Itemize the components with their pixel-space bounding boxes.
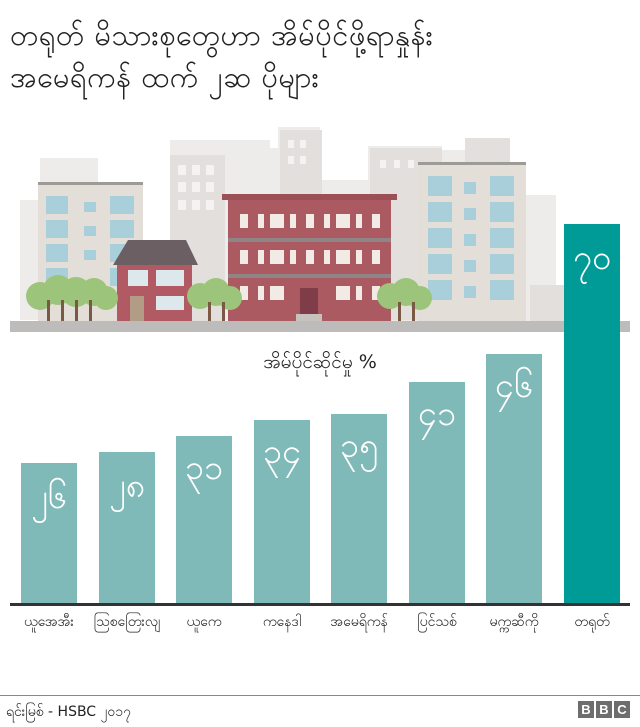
bar-value: ၃၅ xyxy=(339,426,379,466)
bar-china: ၇၀ xyxy=(564,224,620,603)
bar-value: ၃၁ xyxy=(184,448,224,488)
bbc-logo: B B C xyxy=(578,701,630,718)
footer-divider xyxy=(0,695,640,696)
source-note: ရင်းမြစ် - HSBC ၂၀၁၇ xyxy=(6,704,132,720)
bar-uk: ၃၁ xyxy=(176,436,232,603)
city-skyline-illustration xyxy=(10,127,630,332)
x-label-canada: ကနေဒါ xyxy=(262,614,302,630)
x-label-france: ပြင်သစ် xyxy=(417,614,457,630)
bbc-logo-letter: B xyxy=(578,701,594,718)
x-label-china: တရုတ် xyxy=(574,614,610,630)
chart-title: တရုတ် မိသားစုတွေဟာ အိမ်ပိုင်ဖို့ရာနှုန်း… xyxy=(10,14,630,98)
bar-canada: ၃၄ xyxy=(254,420,310,603)
title-line-2: အမေရိကန် ထက် ၂ဆ ပိုများ xyxy=(10,60,320,94)
bar-uae: ၂၆ xyxy=(21,463,77,603)
x-label-mexico: မက္ကဆီကို xyxy=(489,614,539,630)
bar-value: ၄၆ xyxy=(494,366,534,406)
bar-value: ၄၁ xyxy=(417,394,457,434)
bar-australia: ၂၈ xyxy=(99,452,155,603)
bar-france: ၄၁ xyxy=(409,382,465,603)
bar-value: ၃၄ xyxy=(262,432,302,472)
chart-subtitle: အိမ်ပိုင်ဆိုင်မှု % xyxy=(263,351,377,373)
x-axis-line xyxy=(10,603,630,606)
bar-value: ၇၀ xyxy=(572,238,612,278)
x-label-usa: အမေရိကန် xyxy=(330,614,388,630)
x-label-uk: ယူကေ xyxy=(186,614,222,630)
x-label-uae: ယူအေအီး xyxy=(24,614,74,630)
x-label-australia: သြစတြေးလျ xyxy=(93,614,161,630)
bar-value: ၂၈ xyxy=(108,466,146,506)
bbc-logo-letter: C xyxy=(614,701,630,718)
bbc-logo-letter: B xyxy=(596,701,612,718)
bar-usa: ၃၅ xyxy=(331,414,387,603)
bar-value: ၂၆ xyxy=(31,477,67,517)
bar-mexico: ၄၆ xyxy=(486,354,542,603)
title-line-1: တရုတ် မိသားစုတွေဟာ အိမ်ပိုင်ဖို့ရာနှုန်း xyxy=(10,18,434,52)
